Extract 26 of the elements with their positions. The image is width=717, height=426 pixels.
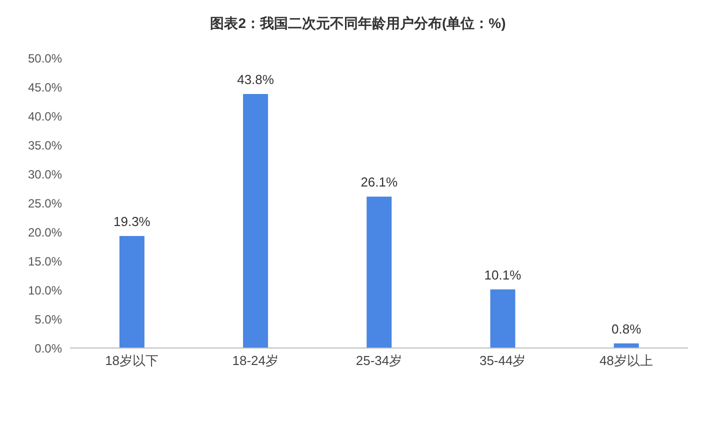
y-tick-label: 0.0% (34, 341, 62, 356)
bar (243, 94, 268, 348)
data-label: 10.1% (484, 267, 522, 282)
bar (366, 196, 392, 348)
data-label: 0.8% (612, 321, 642, 336)
y-tick-label: 20.0% (28, 225, 62, 240)
bar (490, 289, 516, 348)
x-tick-label: 35-44岁 (479, 353, 526, 368)
data-label: 19.3% (114, 214, 151, 230)
x-tick-label: 25-34岁 (356, 353, 402, 368)
y-tick-label: 35.0% (28, 138, 62, 152)
data-label: 26.1% (360, 174, 398, 190)
y-tick-label: 30.0% (28, 167, 62, 182)
x-tick-label: 18-24岁 (232, 353, 279, 368)
chart-title: 图表2：我国二次元不同年龄用户分布(单位：%) (209, 14, 507, 33)
data-label: 43.8% (237, 72, 274, 87)
y-tick-label: 45.0% (28, 80, 62, 94)
y-tick-label: 40.0% (28, 109, 62, 124)
y-tick-label: 25.0% (28, 196, 62, 210)
x-tick-label: 18岁以下 (105, 353, 159, 368)
y-tick-label: 10.0% (28, 283, 62, 298)
y-tick-label: 5.0% (34, 312, 62, 326)
x-tick-label: 48岁以上 (599, 353, 653, 368)
y-tick-label: 50.0% (28, 51, 62, 66)
bar (119, 236, 144, 348)
y-tick-label: 15.0% (28, 254, 62, 268)
